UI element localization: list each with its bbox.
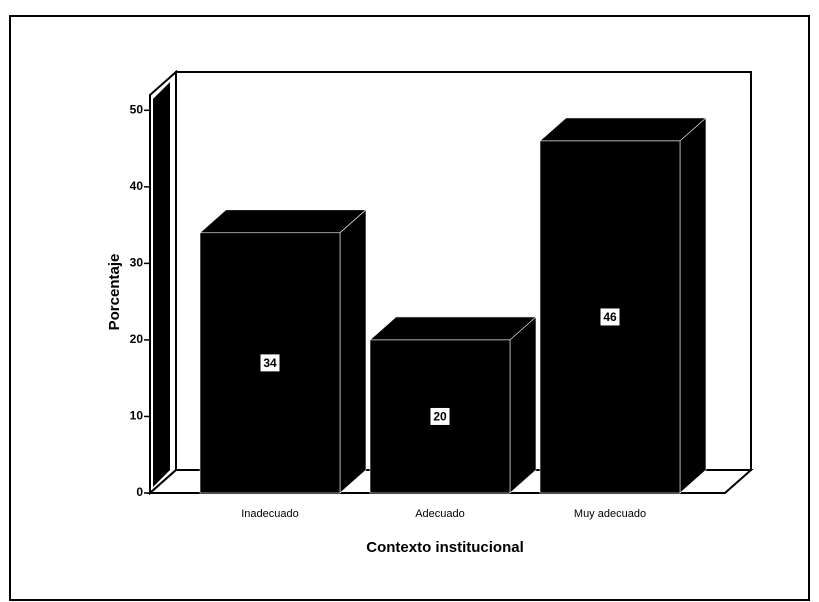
y-tick-label: 20: [130, 332, 144, 346]
x-axis-title: Contexto institucional: [366, 539, 524, 556]
y-tick-label: 10: [130, 409, 144, 423]
value-label-box: [599, 307, 621, 327]
bar-side: [679, 117, 707, 494]
x-tick-label: Adecuado: [415, 508, 465, 520]
value-label: 20: [433, 410, 447, 424]
value-label-box: [429, 406, 451, 426]
bar-top: [539, 117, 707, 142]
y-tick-label: 0: [136, 485, 143, 499]
y-tick-label: 50: [130, 102, 144, 116]
value-label-box: [259, 353, 281, 373]
value-label: 34: [263, 356, 277, 370]
value-label: 46: [603, 310, 617, 324]
bar-side: [509, 316, 537, 494]
left-wall-inner: [153, 82, 170, 487]
x-tick-label: Inadecuado: [241, 508, 299, 520]
bar-top: [369, 316, 537, 341]
x-tick-label: Muy adecuado: [574, 508, 646, 520]
y-tick-label: 30: [130, 256, 144, 270]
y-tick-label: 40: [130, 179, 144, 193]
bar-side: [339, 209, 367, 494]
bar-top: [199, 209, 367, 234]
y-axis-title: Porcentaje: [106, 254, 123, 331]
